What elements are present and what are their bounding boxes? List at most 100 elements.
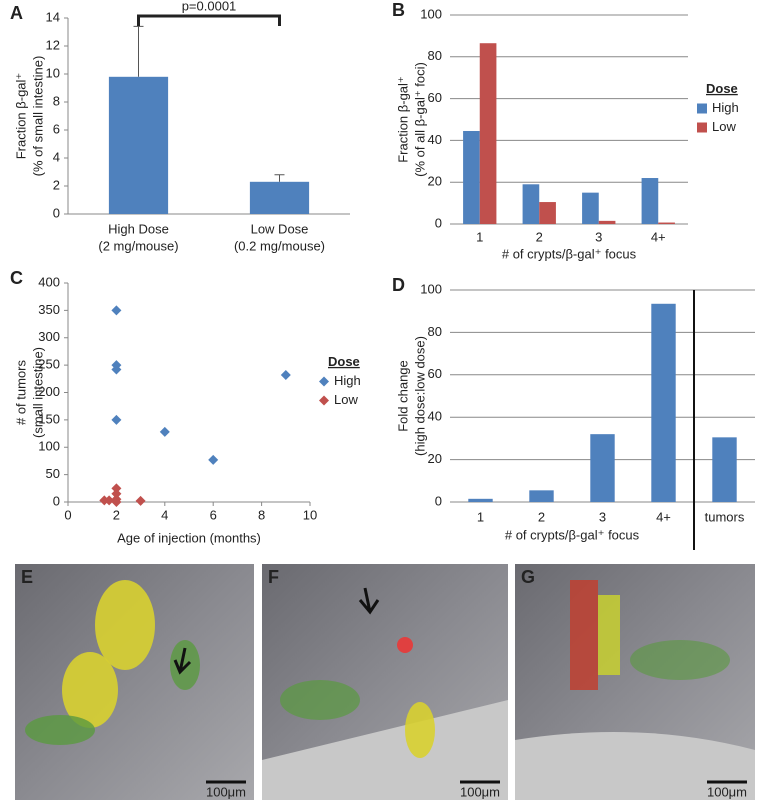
point xyxy=(159,426,170,437)
yellow-signal xyxy=(62,652,118,728)
bar xyxy=(468,498,493,502)
y-tick-label: 400 xyxy=(38,274,60,289)
y-tick-label: 0 xyxy=(435,215,442,230)
y-tick-label: 0 xyxy=(53,205,60,220)
x-tick-label: 1 xyxy=(477,509,484,524)
bar xyxy=(108,76,169,214)
x-tick-label: 2 xyxy=(536,229,543,244)
y-tick-label: 350 xyxy=(38,302,60,317)
x-tick-label: 8 xyxy=(258,507,265,522)
bar xyxy=(539,202,556,224)
y-tick-label: 10 xyxy=(46,65,60,80)
point xyxy=(104,495,115,506)
y-axis-label: (% of small intestine) xyxy=(30,56,45,177)
x-tick-label: Low Dose xyxy=(251,221,309,236)
y-tick-label: 100 xyxy=(420,281,442,296)
point xyxy=(208,454,219,465)
micrographs xyxy=(15,564,755,800)
bar xyxy=(712,437,737,502)
y-axis-label: Fraction β-gal⁺ xyxy=(13,73,28,160)
point xyxy=(280,369,291,380)
y-axis-label: Fraction β-gal⁺ xyxy=(395,76,410,163)
x-tick-label: 6 xyxy=(210,507,217,522)
x-tick-label: 1 xyxy=(476,229,483,244)
y-tick-label: 250 xyxy=(38,357,60,372)
bar xyxy=(249,181,310,214)
bar xyxy=(463,130,480,224)
y-tick-label: 0 xyxy=(435,493,442,508)
arrow xyxy=(358,587,380,615)
legend-label: Low xyxy=(712,119,736,134)
bar xyxy=(590,434,615,502)
x-tick-label: 10 xyxy=(303,507,317,522)
annotation: p=0.0001 xyxy=(182,0,237,13)
x-tick-label: tumors xyxy=(705,509,745,524)
legend-label: High xyxy=(712,100,739,115)
red-signal xyxy=(570,580,598,690)
yellow-signal xyxy=(405,702,435,758)
y-axis-label: (% of all β-gal⁺ foci) xyxy=(412,62,427,177)
y-tick-label: 20 xyxy=(428,174,442,189)
y-tick-label: 12 xyxy=(46,37,60,52)
x-tick-label: 4+ xyxy=(656,509,671,524)
x-axis-label: Age of injection (months) xyxy=(117,530,261,545)
x-tick-label: 2 xyxy=(113,507,120,522)
green-signal xyxy=(280,680,360,720)
legend-title: Dose xyxy=(328,354,360,369)
significance-bracket xyxy=(137,14,281,26)
y-tick-label: 80 xyxy=(428,324,442,339)
x-tick-label: High Dose xyxy=(108,221,169,236)
bar xyxy=(582,192,599,224)
point xyxy=(111,305,122,316)
x-tick-label: 0 xyxy=(64,507,71,522)
x-tick-label: 2 xyxy=(538,509,545,524)
green-signal xyxy=(630,640,730,680)
y-tick-label: 80 xyxy=(428,48,442,63)
panel-label: D xyxy=(392,275,405,295)
panel-label: C xyxy=(10,268,23,288)
bar xyxy=(529,490,554,502)
panel-label: E xyxy=(21,567,33,587)
panel-label: A xyxy=(10,3,23,23)
y-axis-label: Fold change xyxy=(395,360,410,432)
bar xyxy=(658,222,675,224)
error-bar xyxy=(274,174,285,182)
legend-swatch xyxy=(697,122,707,133)
arrow xyxy=(173,647,192,675)
error-bar xyxy=(133,25,144,77)
y-tick-label: 8 xyxy=(53,93,60,108)
y-tick-label: 14 xyxy=(46,9,60,24)
y-tick-label: 0 xyxy=(53,493,60,508)
x-tick-label: 4 xyxy=(161,507,168,522)
red-signal xyxy=(397,637,413,653)
y-tick-label: 100 xyxy=(420,6,442,21)
panel-label: G xyxy=(521,567,535,587)
x-axis-label: # of crypts/β-gal⁺ focus xyxy=(502,246,637,261)
scale-bar-label: 100μm xyxy=(707,784,747,799)
legend-swatch xyxy=(319,376,329,387)
y-axis-label: (small intestine) xyxy=(30,347,45,438)
panel-label: B xyxy=(392,0,405,20)
legend-swatch xyxy=(697,103,707,114)
y-tick-label: 150 xyxy=(38,411,60,426)
point xyxy=(111,483,122,494)
bar xyxy=(641,178,659,224)
yellow-signal xyxy=(95,580,155,670)
background xyxy=(262,700,508,800)
y-tick-label: 50 xyxy=(46,466,60,481)
x-axis-label: # of crypts/β-gal⁺ focus xyxy=(505,527,640,542)
bar xyxy=(651,303,676,502)
point xyxy=(111,364,122,375)
y-tick-label: 4 xyxy=(53,149,60,164)
y-tick-label: 6 xyxy=(53,121,60,136)
point xyxy=(111,488,122,499)
y-tick-label: 60 xyxy=(428,366,442,381)
bar xyxy=(598,220,616,224)
x-tick-label: 3 xyxy=(599,509,606,524)
legend-label: Low xyxy=(334,392,358,407)
y-tick-label: 60 xyxy=(428,90,442,105)
y-axis-label: # of tumors xyxy=(13,359,28,425)
y-axis-label: (high dose:low dose) xyxy=(412,336,427,456)
legend-swatch xyxy=(319,395,329,406)
